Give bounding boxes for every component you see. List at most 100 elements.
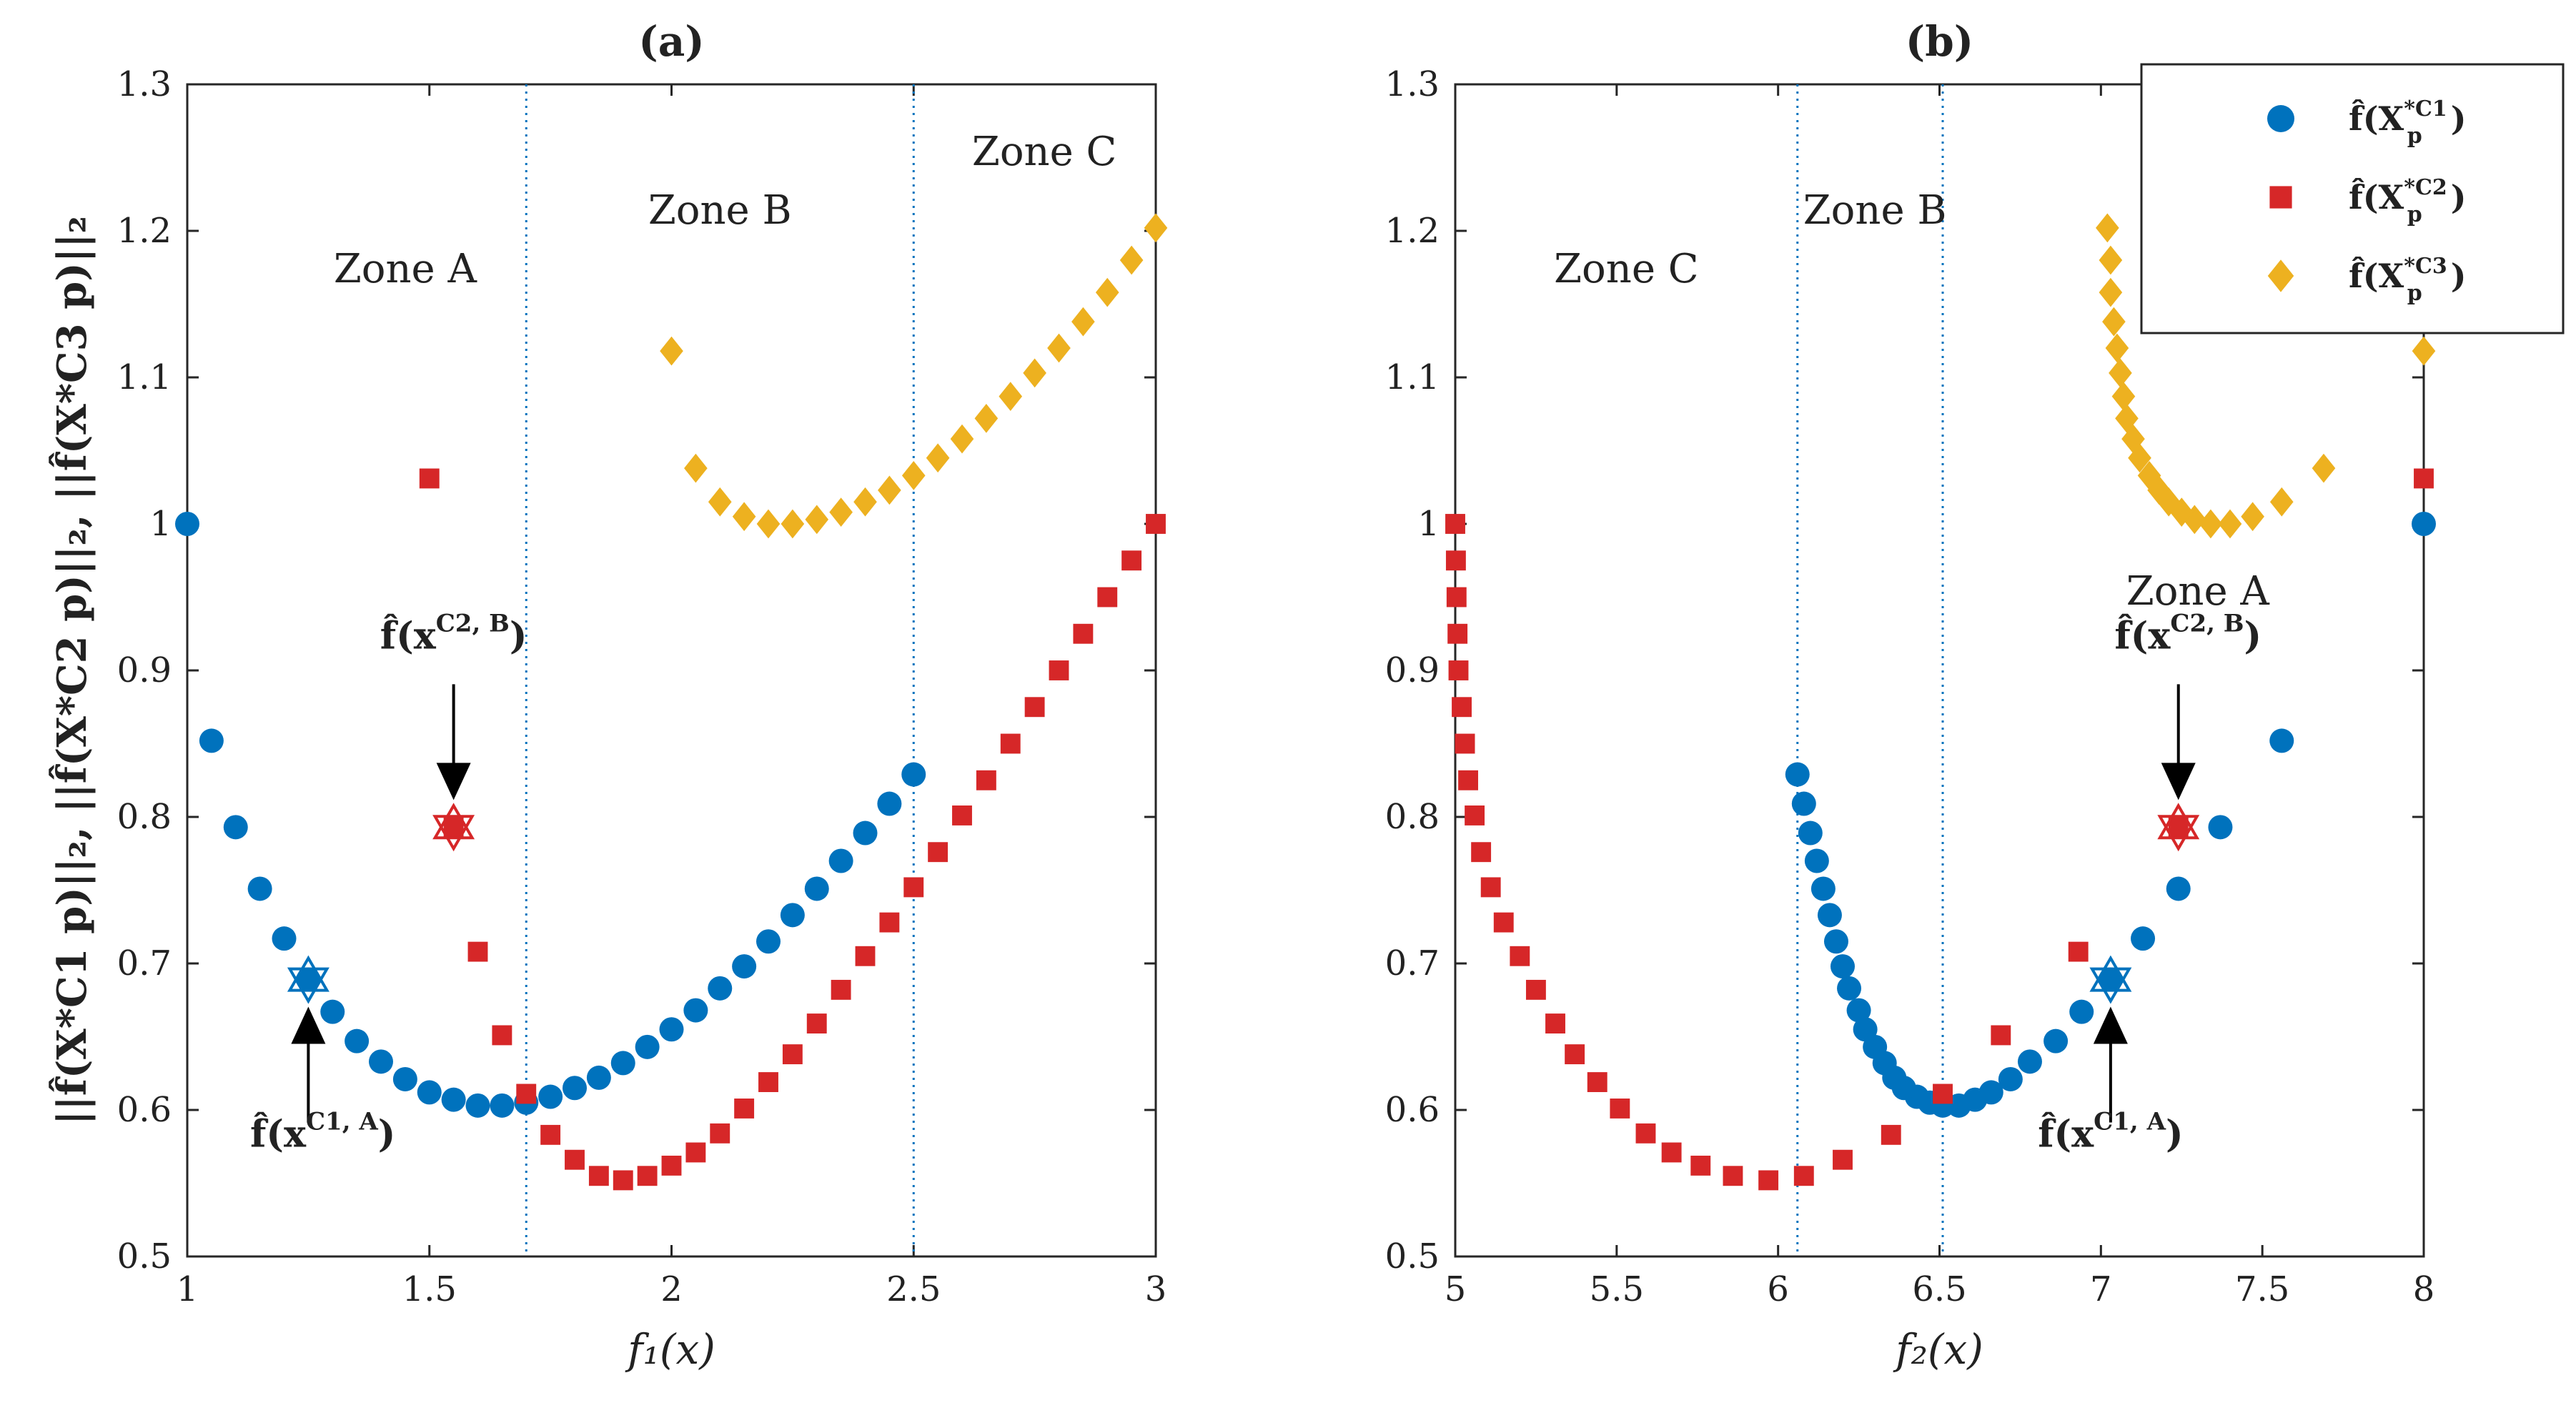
annotation-arrowhead <box>291 1006 326 1044</box>
data-point-C3 <box>878 475 901 505</box>
data-point-C3 <box>2128 443 2151 473</box>
data-point-C1 <box>199 728 224 753</box>
data-point-C3 <box>756 509 781 539</box>
data-point-C3 <box>732 502 756 532</box>
annotation-label-text: f̂(x <box>380 614 437 658</box>
data-point-C2 <box>1445 550 1466 571</box>
data-point-C1 <box>708 976 733 1001</box>
data-point-C1 <box>2208 815 2233 840</box>
data-point-C1 <box>2098 967 2123 992</box>
data-point-C1 <box>441 1087 466 1112</box>
data-point-C2 <box>1525 979 1546 1000</box>
data-point-C3 <box>2105 333 2129 363</box>
data-point-C2 <box>1455 733 1475 754</box>
zone-label: Zone C <box>1554 246 1698 292</box>
x-axis-label: f₁(x) <box>625 1325 715 1374</box>
data-point-C2 <box>419 468 440 489</box>
data-point-C2 <box>1480 877 1501 898</box>
legend-entry-label: f̂(X*C2 p) <box>2349 175 2466 227</box>
data-point-C1 <box>853 820 878 846</box>
data-point-C2 <box>2414 468 2434 489</box>
data-point-C1 <box>345 1028 370 1053</box>
annotation-arrowhead <box>2161 763 2196 800</box>
data-point-C1 <box>465 1093 490 1118</box>
data-point-C3 <box>2241 502 2264 532</box>
x-tick-label: 5.5 <box>1590 1269 1644 1309</box>
annotation-label-sup: C1, A <box>2094 1107 2166 1136</box>
data-point-C3 <box>1047 333 1071 363</box>
data-point-C2 <box>1723 1166 1743 1186</box>
x-tick-label: 1 <box>177 1269 199 1309</box>
y-tick-label: 1.1 <box>117 357 172 397</box>
legend-marker-square <box>2269 186 2292 209</box>
data-point-C1 <box>2069 999 2094 1024</box>
data-point-C1 <box>780 903 805 928</box>
data-point-C3 <box>781 509 805 539</box>
data-point-C2 <box>1545 1013 1565 1033</box>
legend-label-sub: p <box>2407 124 2422 149</box>
x-tick-label: 3 <box>1145 1269 1167 1309</box>
data-point-C2 <box>855 946 876 966</box>
highlight-point-marker-up <box>2089 955 2132 992</box>
data-point-C2 <box>1587 1072 1607 1092</box>
data-point-C3 <box>2102 307 2126 337</box>
legend-entry-label: f̂(X*C3 p) <box>2349 254 2466 306</box>
data-point-C3 <box>2099 245 2123 275</box>
data-point-C3 <box>1095 277 1119 307</box>
data-point-C1 <box>1831 954 1855 979</box>
highlight-point-marker-up <box>432 803 475 840</box>
data-point-C2 <box>565 1149 585 1170</box>
data-point-C1 <box>2017 1049 2042 1074</box>
data-point-C2 <box>903 877 924 898</box>
legend-label-sup: *C3 <box>2404 254 2447 279</box>
x-tick-label: 2 <box>660 1269 683 1309</box>
data-point-C1 <box>828 848 853 873</box>
y-tick-label: 0.5 <box>117 1236 172 1276</box>
data-point-C3 <box>1071 307 1095 337</box>
data-point-C3 <box>2111 382 2136 412</box>
y-tick-label: 0.9 <box>1385 650 1440 690</box>
data-point-C1 <box>417 1080 442 1105</box>
data-point-C3 <box>708 487 732 517</box>
data-point-C2 <box>2168 817 2189 838</box>
x-tick-label: 6 <box>1767 1269 1789 1309</box>
annotation-label-sup: C1, A <box>306 1107 378 1136</box>
data-point-C2 <box>1690 1155 1711 1176</box>
y-tick-label: 1.3 <box>1385 64 1440 104</box>
data-point-C3 <box>2412 336 2436 366</box>
annotation-label-text: f̂(x <box>250 1112 307 1156</box>
annotation-arrowhead <box>2093 1006 2128 1044</box>
data-point-C2 <box>1661 1142 1682 1163</box>
highlight-point-marker-up <box>287 955 330 992</box>
panel-b: 5 5.5 6 6.5 7 7.5 8 0.5 0.6 0.7 0.8 0.9 1 1.1 1.2 1.3 (b… <box>1385 17 2436 1374</box>
series-C2 <box>1445 468 2434 1191</box>
x-tick-label: 6.5 <box>1912 1269 1966 1309</box>
data-point-C2 <box>1146 514 1166 534</box>
data-point-C1 <box>2131 926 2156 951</box>
data-point-C2 <box>1121 550 1142 571</box>
data-point-C3 <box>2218 509 2242 539</box>
data-point-C2 <box>879 912 900 933</box>
data-point-C3 <box>2147 475 2171 505</box>
data-point-C2 <box>1024 697 1045 718</box>
data-point-C2 <box>1933 1084 1953 1104</box>
data-point-C1 <box>2412 512 2436 536</box>
data-point-C2 <box>831 979 851 1000</box>
data-point-C2 <box>1000 733 1021 754</box>
data-point-C1 <box>1804 848 1829 873</box>
data-point-C3 <box>2099 277 2123 307</box>
data-point-C1 <box>563 1076 587 1101</box>
data-point-C1 <box>586 1065 611 1090</box>
data-point-C2 <box>637 1166 658 1186</box>
data-point-C2 <box>1493 912 1514 933</box>
y-tick-label: 1.2 <box>1385 211 1440 251</box>
annotation-label-close: ) <box>378 1112 396 1156</box>
legend-label-sub: p <box>2407 202 2422 227</box>
data-point-C3 <box>2115 404 2139 433</box>
y-tick-label: 1.1 <box>1385 357 1440 397</box>
zone-label: Zone B <box>1803 187 1947 234</box>
highlight-point-marker <box>432 803 475 852</box>
annotation: f̂(xC1, A) <box>2038 955 2184 1156</box>
data-point-C1 <box>538 1084 563 1109</box>
data-point-C2 <box>758 1072 778 1092</box>
